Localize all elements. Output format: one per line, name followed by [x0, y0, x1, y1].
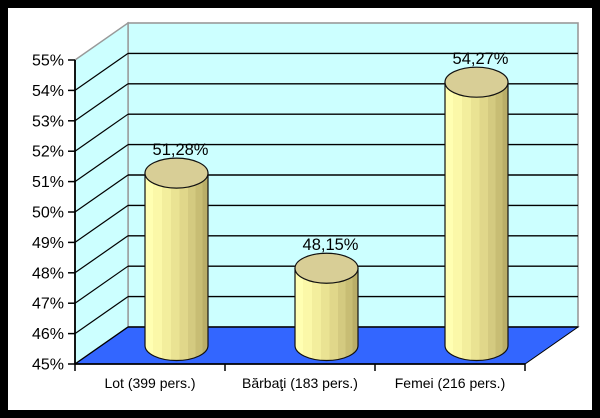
side-wall-gridline: [74, 113, 129, 152]
y-axis-label: 45%: [32, 357, 64, 374]
y-axis-label: 54%: [32, 83, 64, 100]
y-axis-label: 47%: [32, 296, 64, 313]
bar-data-label: 48,15%: [303, 236, 359, 254]
cylinder-bar-top: [444, 66, 509, 98]
x-category-label: Lot (399 pers.): [104, 375, 195, 391]
x-category-label: Femei (216 pers.): [395, 375, 505, 391]
side-wall-gridline: [74, 235, 129, 274]
side-wall-gridline: [74, 83, 129, 122]
side-wall-gridline: [74, 326, 129, 365]
y-axis-label: 51%: [32, 174, 64, 191]
x-category-label: Bărbaţi (183 pers.): [242, 375, 358, 391]
y-axis-label: 52%: [32, 144, 64, 161]
y-axis-label: 55%: [32, 53, 64, 70]
y-axis-label: 48%: [32, 265, 64, 282]
y-axis-label: 46%: [32, 326, 64, 343]
bar-data-label: 51,28%: [153, 141, 209, 159]
side-wall-gridline: [74, 174, 129, 213]
side-wall-gridline: [74, 296, 129, 335]
side-wall-gridline: [74, 265, 129, 304]
cylinder-bar-top: [294, 252, 359, 284]
bar-data-label: 54,27%: [453, 50, 509, 68]
side-wall-gridline: [74, 52, 129, 91]
side-wall-gridline: [74, 144, 129, 183]
y-axis-label: 49%: [32, 235, 64, 252]
cylinder-bar-top: [144, 157, 209, 189]
side-wall-gridline: [74, 204, 129, 243]
cylinder-bar-body: [144, 172, 209, 362]
cylinder-bar-body: [294, 267, 359, 362]
cylinder-bar-body: [444, 81, 509, 362]
y-axis-label: 50%: [32, 205, 64, 222]
y-axis-label: 53%: [32, 113, 64, 130]
